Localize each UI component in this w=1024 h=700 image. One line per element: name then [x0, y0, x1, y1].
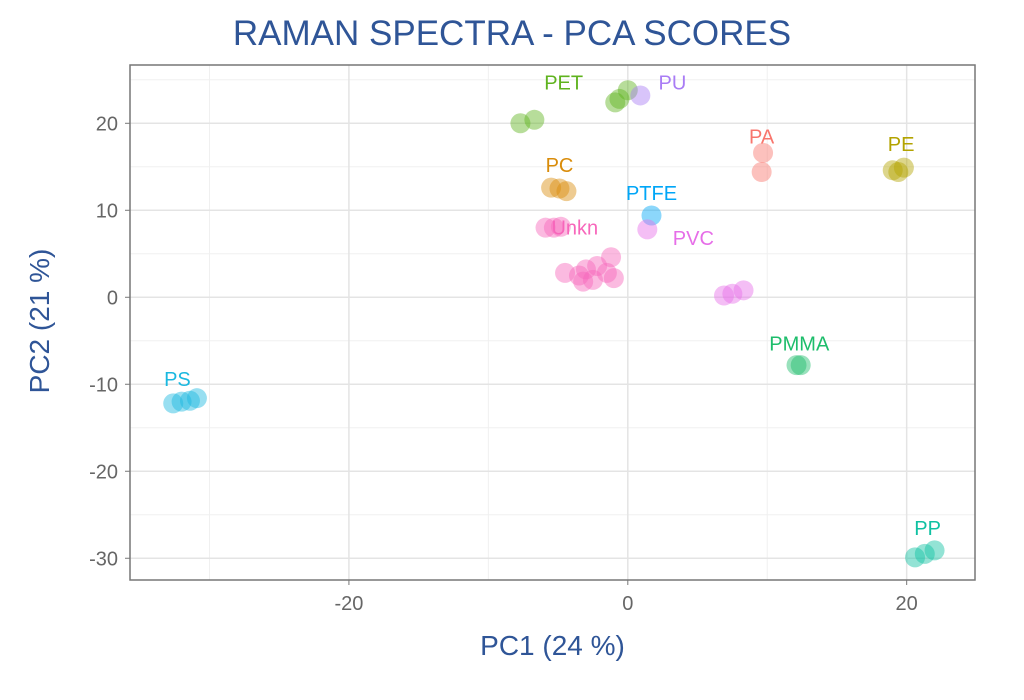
x-axis-label: PC1 (24 %)	[480, 630, 625, 661]
data-point-unkn	[555, 262, 576, 283]
data-point-unkn	[550, 216, 571, 237]
data-point-unkn	[587, 255, 608, 276]
data-point-pet	[609, 88, 630, 109]
group-label-pu: PU	[659, 72, 687, 94]
group-label-pp: PP	[914, 518, 941, 540]
y-tick-label: 0	[107, 287, 118, 309]
group-label-pet: PET	[544, 72, 583, 94]
data-point-pvc	[733, 280, 754, 301]
data-point-ptfe	[641, 205, 662, 226]
data-point-pc	[556, 181, 577, 202]
group-label-pc: PC	[546, 155, 574, 177]
chart-title: RAMAN SPECTRA - PCA SCORES	[232, 14, 792, 53]
data-point-pe	[882, 160, 903, 181]
data-point-pc	[541, 177, 562, 198]
data-point-unkn	[535, 217, 556, 238]
data-point-pmma	[790, 355, 811, 376]
data-point-pvc	[637, 219, 658, 240]
data-point-pet	[510, 113, 531, 134]
data-point-unkn	[568, 265, 589, 286]
data-point-unkn	[603, 268, 624, 289]
data-point-ps	[171, 391, 192, 412]
y-tick-label: 10	[96, 200, 118, 222]
data-point-unkn	[582, 269, 603, 290]
data-point-unkn	[575, 259, 596, 280]
data-point-pe	[888, 162, 909, 183]
data-point-pu	[630, 85, 651, 106]
data-point-pet	[524, 109, 545, 130]
data-point-pet	[605, 92, 626, 113]
data-point-pa	[753, 142, 774, 163]
group-label-pmma: PMMA	[769, 333, 830, 355]
x-tick-label: -20	[334, 593, 363, 615]
data-point-pe	[893, 157, 914, 178]
group-label-pe: PE	[888, 134, 915, 156]
group-label-unkn: Unkn	[551, 218, 598, 240]
group-label-pvc: PVC	[673, 228, 714, 250]
group-label-ps: PS	[164, 369, 191, 391]
plot-border	[129, 64, 976, 581]
y-tick-label: 20	[96, 113, 118, 135]
data-point-ps	[179, 390, 200, 411]
data-point-unkn	[596, 262, 617, 283]
data-point-pvc	[722, 283, 743, 304]
data-point-pa	[751, 162, 772, 183]
y-tick-label: -10	[89, 374, 118, 396]
data-point-pvc	[714, 285, 735, 306]
y-tick-label: -30	[89, 548, 118, 570]
y-axis-label: PC2 (21 %)	[24, 248, 55, 394]
data-point-pmma	[786, 355, 807, 376]
data-point-pp	[905, 547, 926, 568]
data-point-unkn	[543, 217, 564, 238]
data-point-unkn	[601, 247, 622, 268]
x-tick-label: 20	[896, 593, 918, 615]
data-point-pc	[549, 178, 570, 199]
data-point-pet	[617, 80, 638, 101]
data-point-ps	[163, 393, 184, 414]
group-label-ptfe: PTFE	[626, 183, 677, 205]
data-point-pp	[914, 543, 935, 564]
y-tick-label: -20	[89, 461, 118, 483]
x-tick-label: 0	[622, 593, 633, 615]
data-point-ps	[186, 388, 207, 409]
group-label-pa: PA	[749, 126, 775, 148]
data-point-unkn	[573, 271, 594, 292]
data-point-pp	[924, 540, 945, 561]
